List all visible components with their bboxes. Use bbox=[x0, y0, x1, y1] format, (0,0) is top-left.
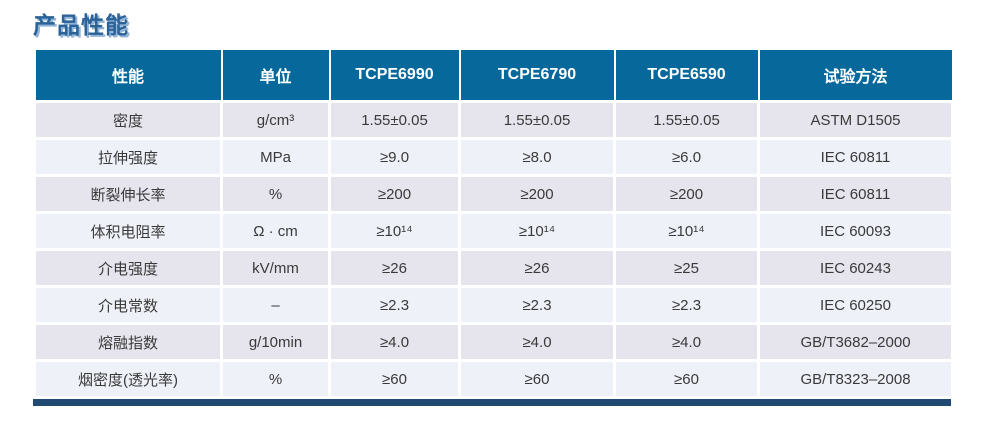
col-header-tcpe6790: TCPE6790 bbox=[458, 48, 616, 103]
cell-tcpe6990: 1.55±0.05 bbox=[328, 100, 461, 140]
cell-tcpe6790: 1.55±0.05 bbox=[458, 100, 616, 140]
cell-test-method: ASTM D1505 bbox=[757, 100, 954, 140]
table-header-row: 性能 单位 TCPE6990 TCPE6790 TCPE6590 试验方法 bbox=[33, 48, 954, 103]
table-row-tensile-strength: 拉伸强度 MPa ≥9.0 ≥8.0 ≥6.0 IEC 60811 bbox=[33, 137, 954, 177]
table-row-smoke-density: 烟密度(透光率) % ≥60 ≥60 ≥60 GB/T8323–2008 bbox=[33, 359, 954, 399]
cell-unit: MPa bbox=[220, 137, 331, 177]
cell-tcpe6590: 1.55±0.05 bbox=[613, 100, 760, 140]
table-bottom-accent-bar bbox=[33, 399, 951, 406]
cell-property: 熔融指数 bbox=[33, 322, 223, 362]
cell-test-method: IEC 60811 bbox=[757, 137, 954, 177]
cell-property: 烟密度(透光率) bbox=[33, 359, 223, 399]
col-header-property: 性能 bbox=[33, 48, 223, 103]
cell-property: 体积电阻率 bbox=[33, 211, 223, 251]
cell-test-method: IEC 60243 bbox=[757, 248, 954, 288]
cell-property: 拉伸强度 bbox=[33, 137, 223, 177]
table-row-volume-resistivity: 体积电阻率 Ω · cm ≥10¹⁴ ≥10¹⁴ ≥10¹⁴ IEC 60093 bbox=[33, 211, 954, 251]
cell-test-method: GB/T8323–2008 bbox=[757, 359, 954, 399]
col-header-test-method: 试验方法 bbox=[757, 48, 954, 103]
table-row-dielectric-strength: 介电强度 kV/mm ≥26 ≥26 ≥25 IEC 60243 bbox=[33, 248, 954, 288]
cell-unit: g/10min bbox=[220, 322, 331, 362]
cell-tcpe6590: ≥4.0 bbox=[613, 322, 760, 362]
cell-tcpe6990: ≥10¹⁴ bbox=[328, 211, 461, 251]
col-header-tcpe6990: TCPE6990 bbox=[328, 48, 461, 103]
cell-unit: Ω · cm bbox=[220, 211, 331, 251]
table-row-density: 密度 g/cm³ 1.55±0.05 1.55±0.05 1.55±0.05 A… bbox=[33, 100, 954, 140]
cell-tcpe6990: ≥4.0 bbox=[328, 322, 461, 362]
cell-unit: kV/mm bbox=[220, 248, 331, 288]
cell-unit: % bbox=[220, 359, 331, 399]
cell-test-method: GB/T3682–2000 bbox=[757, 322, 954, 362]
cell-unit: % bbox=[220, 174, 331, 214]
cell-property: 断裂伸长率 bbox=[33, 174, 223, 214]
cell-tcpe6590: ≥200 bbox=[613, 174, 760, 214]
product-performance-table: 性能 单位 TCPE6990 TCPE6790 TCPE6590 试验方法 密度… bbox=[33, 48, 954, 399]
cell-tcpe6990: ≥2.3 bbox=[328, 285, 461, 325]
cell-tcpe6990: ≥9.0 bbox=[328, 137, 461, 177]
cell-tcpe6790: ≥200 bbox=[458, 174, 616, 214]
table-row-dielectric-constant: 介电常数 – ≥2.3 ≥2.3 ≥2.3 IEC 60250 bbox=[33, 285, 954, 325]
product-performance-section: 性能 单位 TCPE6990 TCPE6790 TCPE6590 试验方法 密度… bbox=[33, 48, 954, 406]
cell-tcpe6590: ≥25 bbox=[613, 248, 760, 288]
cell-unit: g/cm³ bbox=[220, 100, 331, 140]
cell-tcpe6590: ≥10¹⁴ bbox=[613, 211, 760, 251]
col-header-unit: 单位 bbox=[220, 48, 331, 103]
cell-test-method: IEC 60250 bbox=[757, 285, 954, 325]
cell-tcpe6790: ≥4.0 bbox=[458, 322, 616, 362]
cell-unit: – bbox=[220, 285, 331, 325]
cell-tcpe6590: ≥60 bbox=[613, 359, 760, 399]
table-row-elongation-at-break: 断裂伸长率 % ≥200 ≥200 ≥200 IEC 60811 bbox=[33, 174, 954, 214]
cell-property: 密度 bbox=[33, 100, 223, 140]
cell-test-method: IEC 60093 bbox=[757, 211, 954, 251]
cell-tcpe6790: ≥8.0 bbox=[458, 137, 616, 177]
cell-tcpe6590: ≥2.3 bbox=[613, 285, 760, 325]
cell-tcpe6990: ≥60 bbox=[328, 359, 461, 399]
cell-tcpe6790: ≥60 bbox=[458, 359, 616, 399]
cell-property: 介电常数 bbox=[33, 285, 223, 325]
cell-tcpe6590: ≥6.0 bbox=[613, 137, 760, 177]
cell-property: 介电强度 bbox=[33, 248, 223, 288]
cell-tcpe6790: ≥10¹⁴ bbox=[458, 211, 616, 251]
page-title: 产品性能 bbox=[33, 12, 129, 38]
cell-tcpe6990: ≥200 bbox=[328, 174, 461, 214]
col-header-tcpe6590: TCPE6590 bbox=[613, 48, 760, 103]
cell-tcpe6990: ≥26 bbox=[328, 248, 461, 288]
cell-test-method: IEC 60811 bbox=[757, 174, 954, 214]
table-row-melt-index: 熔融指数 g/10min ≥4.0 ≥4.0 ≥4.0 GB/T3682–200… bbox=[33, 322, 954, 362]
cell-tcpe6790: ≥2.3 bbox=[458, 285, 616, 325]
cell-tcpe6790: ≥26 bbox=[458, 248, 616, 288]
